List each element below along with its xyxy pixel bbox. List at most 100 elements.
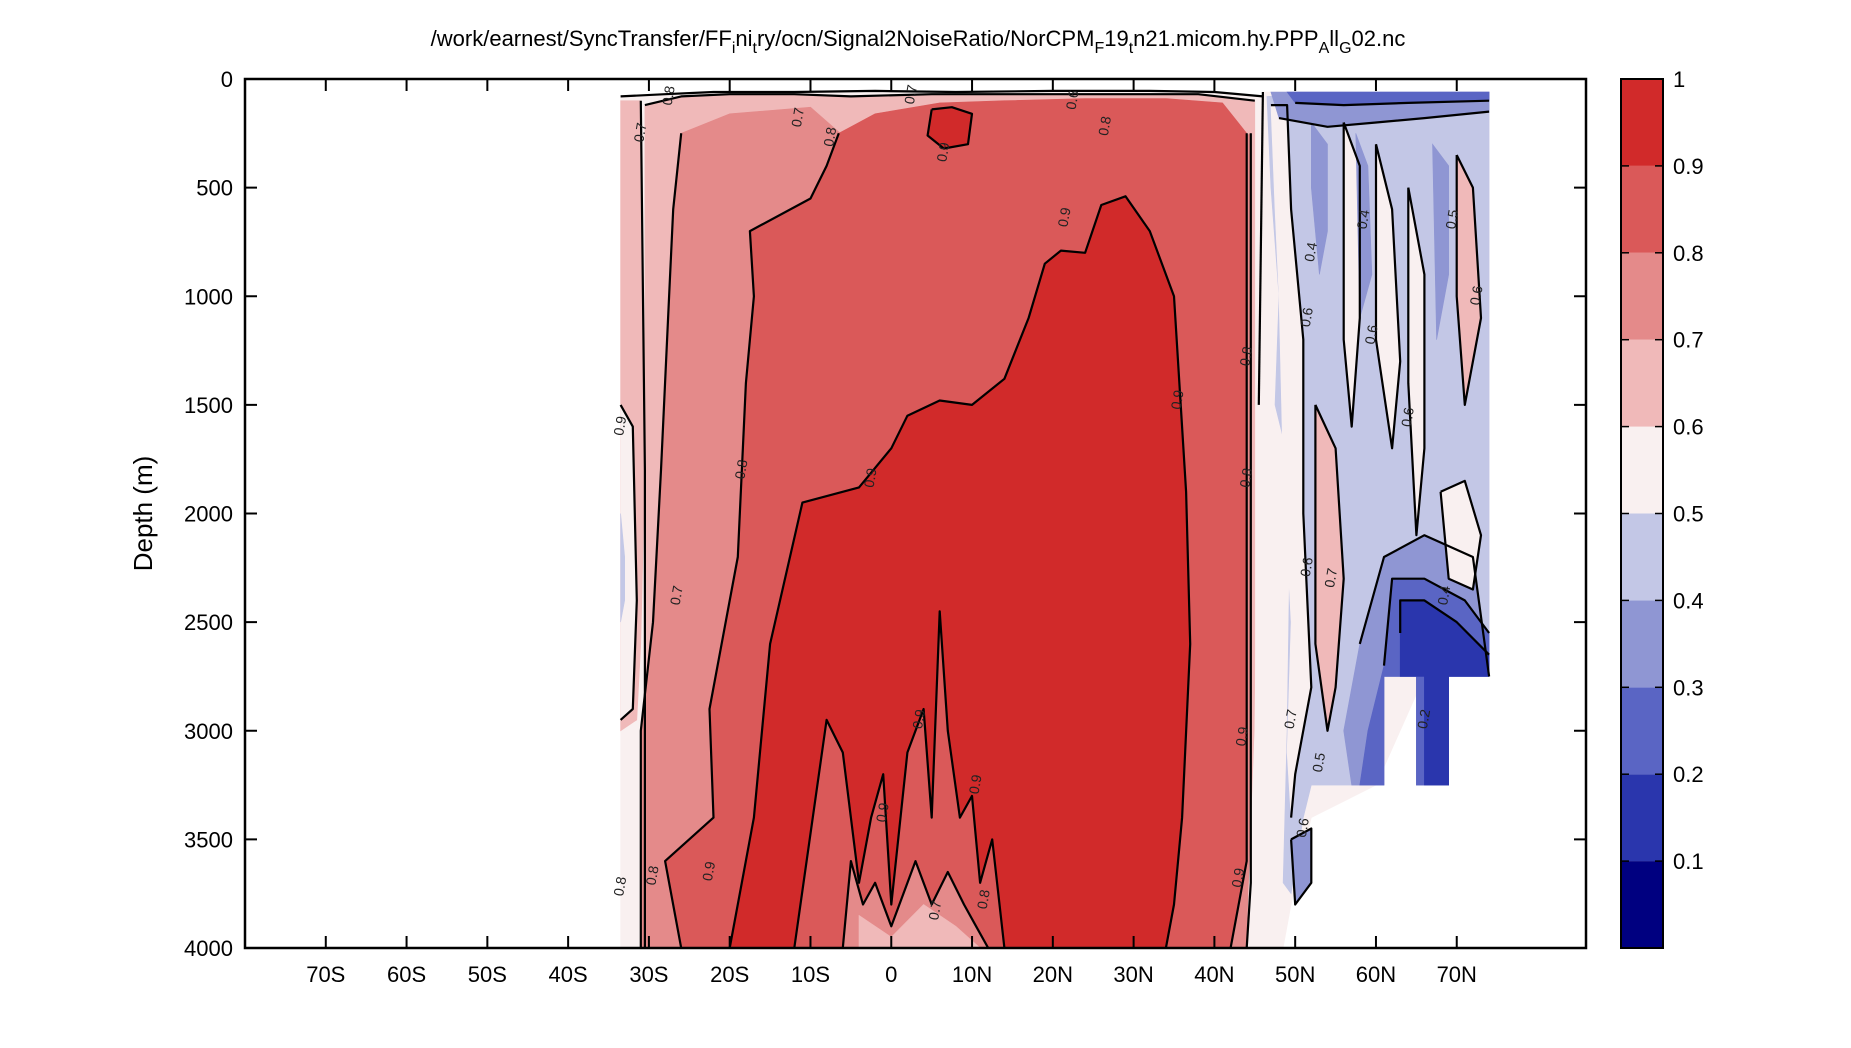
contour-label: 0.6 (1362, 323, 1381, 345)
contour-label: 0.9 (1228, 866, 1247, 888)
y-axis-label: Depth (m) (128, 456, 158, 572)
y-tick-label: 4000 (184, 936, 233, 961)
x-tick-label: 20S (710, 962, 749, 987)
colorbar-swatch (1621, 165, 1663, 253)
title-part: A (1319, 40, 1330, 57)
contour-label: 0.5 (1309, 751, 1328, 773)
contour-line (644, 93, 1255, 107)
contour-label: 0.8 (1236, 467, 1255, 489)
contour-label: 0.6 (1398, 406, 1417, 428)
colorbar-swatch (1621, 513, 1663, 601)
x-tick-label: 40S (549, 962, 588, 987)
contour-label: 0.5 (1442, 208, 1461, 230)
y-axis: 0 500 1000 1500 2000 2500 3000 3500 4000 (184, 67, 1586, 961)
title-part: ll (1329, 26, 1339, 51)
contour-label: 0.7 (667, 584, 686, 606)
x-tick-label: 60S (387, 962, 426, 987)
colorbar-swatch (1621, 687, 1663, 775)
y-tick-label: 0 (221, 67, 233, 92)
contour-line (619, 404, 638, 721)
x-tick-label: 10N (952, 962, 992, 987)
contour-label: 0.9 (1055, 206, 1074, 228)
contour-line (639, 133, 683, 948)
contour-label: 0.9 (1168, 388, 1187, 410)
colorbar-tick-label: 0.3 (1673, 675, 1704, 700)
title-part: ni (735, 26, 752, 51)
contour-label: 0.8 (974, 888, 993, 910)
title-part: /work/earnest/SyncTransfer/FF (431, 26, 732, 51)
colorbar-tick-label: 0.1 (1673, 849, 1704, 874)
title-part: t (1129, 40, 1134, 57)
title-part: G (1339, 40, 1351, 57)
colorbar-swatch (1621, 252, 1663, 340)
title-part: 19 (1104, 26, 1128, 51)
contour-label: 0.6 (1063, 89, 1082, 111)
contour-label: 0.6 (1297, 556, 1316, 578)
contour-label: 0.7 (788, 106, 807, 128)
contour-line (1290, 827, 1313, 906)
contour-label: 0.9 (699, 860, 718, 882)
contour-line (728, 195, 1192, 948)
contour-label: 0.4 (1353, 208, 1372, 230)
colorbar-tick-label: 0.8 (1673, 241, 1704, 266)
contour-label: 0.8 (1236, 345, 1255, 367)
contour-label: 0.7 (901, 83, 920, 105)
contour-line (793, 610, 1006, 948)
contour-label: 0.6 (1467, 284, 1486, 306)
colorbar-tick-label: 0.4 (1673, 588, 1704, 613)
colorbar-tick-label: 0.7 (1673, 328, 1704, 353)
contour-label: 0.9 (610, 415, 629, 437)
colorbar-swatch (1621, 79, 1663, 166)
contour-line (926, 106, 974, 150)
colorbar-swatch (1621, 600, 1663, 688)
y-tick-label: 1500 (184, 393, 233, 418)
colorbar: 0.1 0.2 0.3 0.4 0.5 0.6 0.7 0.8 0.9 1 (1620, 67, 1704, 949)
colorbar-swatch (1621, 861, 1663, 948)
contour-line (663, 132, 840, 948)
title-part: ry/ocn/Signal2NoiseRatio/NorCPM (757, 26, 1094, 51)
contour-line (1358, 534, 1491, 677)
x-tick-label: 70N (1437, 962, 1477, 987)
x-tick-label: 50N (1275, 962, 1315, 987)
contour-line (1270, 103, 1313, 818)
y-tick-label: 2000 (184, 502, 233, 527)
contour-label: 0.8 (610, 875, 629, 897)
x-axis: 70S 60S 50S 40S 30S 20S 10S 0 10N 20N 30N 40N 50N 60N… (306, 79, 1477, 987)
contour-line (1245, 133, 1252, 948)
x-tick-label: 30S (629, 962, 668, 987)
contour-region (1432, 143, 1449, 340)
contour-line (841, 859, 990, 948)
contour-line (1278, 110, 1490, 128)
chart-title: /work/earnest/SyncTransfer/FFinitry/ocn/… (431, 26, 1406, 57)
y-tick-label: 2500 (184, 610, 233, 635)
contour-line (1342, 122, 1361, 428)
contour-label: 0.9 (873, 801, 892, 823)
contour-line (1229, 133, 1248, 948)
contour-label: 0.8 (731, 458, 750, 480)
contour-label: 0.9 (861, 467, 880, 489)
contour-label: 0.6 (1297, 306, 1316, 328)
contour-line (1455, 154, 1483, 406)
x-tick-label: 0 (885, 962, 897, 987)
contour-line (620, 89, 1263, 98)
contour-line (1314, 404, 1345, 732)
y-tick-label: 3000 (184, 719, 233, 744)
colorbar-tick-label: 0.9 (1673, 154, 1704, 179)
x-tick-label: 30N (1113, 962, 1153, 987)
contour-line (1407, 187, 1426, 537)
colorbar-tick-label: 0.6 (1673, 415, 1704, 440)
contour-label: 0.4 (1434, 584, 1453, 606)
contour-label: 0.9 (909, 708, 928, 730)
colorbar-tick-label: 0.5 (1673, 502, 1704, 527)
contour-line (1295, 99, 1490, 107)
contour-line (1399, 599, 1490, 656)
contour-label: 0.8 (659, 84, 678, 106)
contour-line (1257, 91, 1264, 405)
x-tick-label: 20N (1033, 962, 1073, 987)
x-tick-label: 60N (1356, 962, 1396, 987)
contour-label: 0.2 (1414, 708, 1433, 730)
contour-label: 0.6 (1293, 816, 1312, 838)
x-tick-label: 50S (468, 962, 507, 987)
y-tick-label: 3500 (184, 827, 233, 852)
